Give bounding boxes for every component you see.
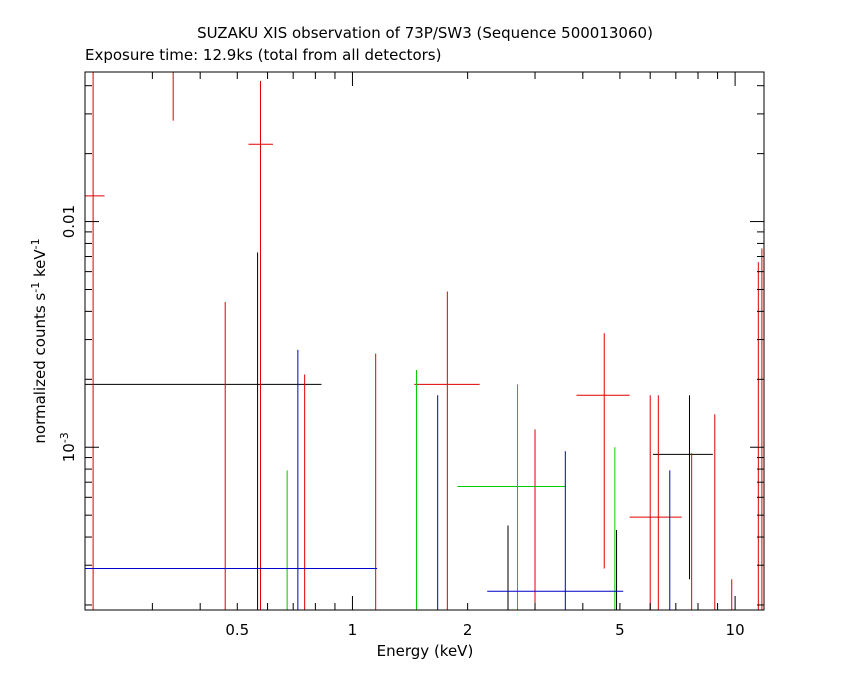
series-red <box>85 71 763 610</box>
x-tick-labels: 0.5 1 2 5 10 <box>225 621 744 639</box>
series-black <box>85 252 713 610</box>
x-tick-label: 1 <box>348 621 358 639</box>
data-point-green-2 <box>457 384 566 610</box>
x-axis-label: Energy (keV) <box>377 642 474 660</box>
chart-subtitle: Exposure time: 12.9ks (total from all de… <box>85 46 441 64</box>
x-tick-label: 5 <box>615 621 625 639</box>
data-point-black-0 <box>85 252 322 610</box>
y-tick-label: 10-3 <box>58 432 78 462</box>
data-point-black-3 <box>652 395 713 580</box>
series-green <box>286 369 655 611</box>
data-point-red-0 <box>85 72 105 610</box>
data-point-red-1 <box>146 71 199 121</box>
y-tick-label: 0.01 <box>60 205 78 238</box>
chart-title: SUZAKU XIS observation of 73P/SW3 (Seque… <box>197 24 653 42</box>
y-axis-label: normalized counts s-1 keV-1 <box>29 238 49 443</box>
y-axis-label-sup2: -1 <box>29 238 42 249</box>
data-point-red-6 <box>414 291 480 610</box>
x-tick-label: 10 <box>726 621 745 639</box>
data-point-blue-3 <box>487 451 624 610</box>
plot-series <box>85 71 763 611</box>
y-axis-label-main: normalized counts s <box>31 293 49 444</box>
data-point-red-8 <box>576 333 630 569</box>
y-axis-label-sup1: -1 <box>29 282 42 293</box>
plot-frame <box>84 71 765 611</box>
y-tick-labels: 10-3 0.01 <box>58 205 78 462</box>
data-point-blue-4 <box>626 470 706 611</box>
series-blue <box>85 349 706 611</box>
data-point-red-2 <box>248 80 274 610</box>
data-point-red-9 <box>629 395 682 610</box>
x-tick-label: 2 <box>463 621 473 639</box>
axis-ticks <box>84 72 764 610</box>
y-axis-label-mid: keV <box>31 249 49 282</box>
x-tick-label: 0.5 <box>225 621 249 639</box>
